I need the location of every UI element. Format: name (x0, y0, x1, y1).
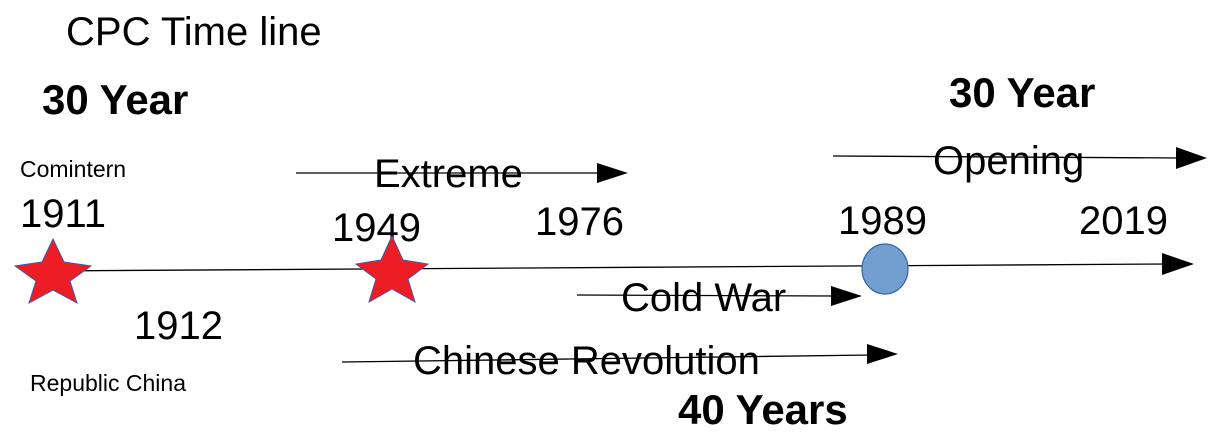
page-title: CPC Time line (66, 10, 322, 54)
year-1989: 1989 (838, 199, 927, 243)
year-2019: 2019 (1079, 199, 1168, 243)
year-1912: 1912 (134, 304, 223, 348)
marker-1989-dot (861, 243, 909, 295)
star-1911 (13, 237, 93, 305)
cold-war-arrow (576, 286, 862, 306)
chinese-revolution-arrow (341, 344, 898, 364)
year-1976: 1976 (535, 200, 624, 244)
chinese-revolution-arrow-label: Chinese Revolution (413, 339, 760, 383)
star-1949 (354, 234, 430, 304)
right-period-label: 30 Year (949, 69, 1096, 116)
main-timeline-arrow (39, 253, 1194, 275)
opening-arrow (832, 147, 1207, 169)
bottom-period-label: 40 Years (678, 386, 848, 433)
opening-arrow-label: Opening (933, 139, 1085, 183)
republic-china-label: Republic China (30, 370, 186, 396)
cold-war-arrow-label: Cold War (621, 276, 787, 320)
extreme-arrow (296, 163, 628, 183)
comintern-label: Comintern (20, 156, 127, 182)
year-1911: 1911 (20, 192, 107, 236)
extreme-arrow-label: Extreme (374, 152, 523, 196)
left-period-label: 30 Year (42, 76, 189, 123)
year-1949: 1949 (332, 206, 421, 250)
